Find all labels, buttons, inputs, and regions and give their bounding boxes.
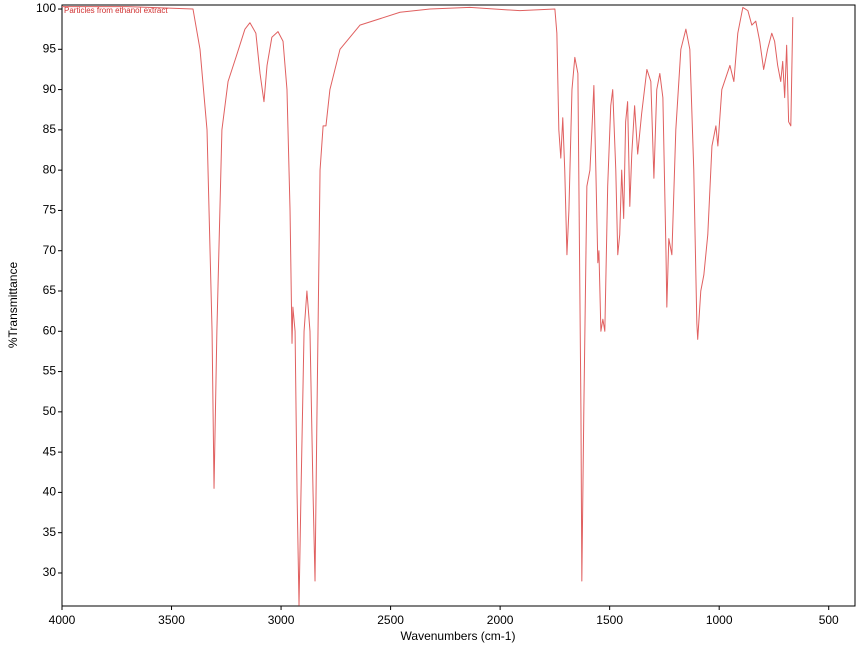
y-axis-label: %Transmittance: [6, 262, 20, 349]
y-tick-label: 85: [43, 122, 57, 136]
y-tick-label: 50: [43, 404, 57, 418]
x-tick-label: 3500: [158, 613, 185, 627]
x-tick-label: 500: [819, 613, 839, 627]
x-tick-label: 1500: [596, 613, 623, 627]
x-tick-label: 4000: [49, 613, 76, 627]
x-tick-label: 2500: [377, 613, 404, 627]
y-tick-label: 75: [43, 203, 57, 217]
x-tick-label: 3000: [268, 613, 295, 627]
y-tick-label: 80: [43, 162, 57, 176]
x-tick-label: 2000: [487, 613, 514, 627]
y-tick-label: 40: [43, 485, 57, 499]
x-axis-label: Wavenumbers (cm-1): [401, 629, 516, 643]
plot-frame: [61, 4, 856, 607]
y-tick-label: 55: [43, 364, 57, 378]
spectrum-line: [62, 6, 794, 606]
y-tick-label: 65: [43, 283, 57, 297]
y-tick-label: 70: [43, 243, 57, 257]
y-tick-label: 45: [43, 444, 57, 458]
y-tick-label: 95: [43, 41, 57, 55]
x-tick-label: 1000: [706, 613, 733, 627]
y-tick-label: 35: [43, 525, 57, 539]
y-tick-label: 30: [43, 565, 57, 579]
y-tick-label: 60: [43, 323, 57, 337]
annotation: Particles from ethanol extract: [64, 6, 168, 15]
y-tick-label: 100: [36, 1, 56, 15]
y-tick-label: 90: [43, 82, 57, 96]
